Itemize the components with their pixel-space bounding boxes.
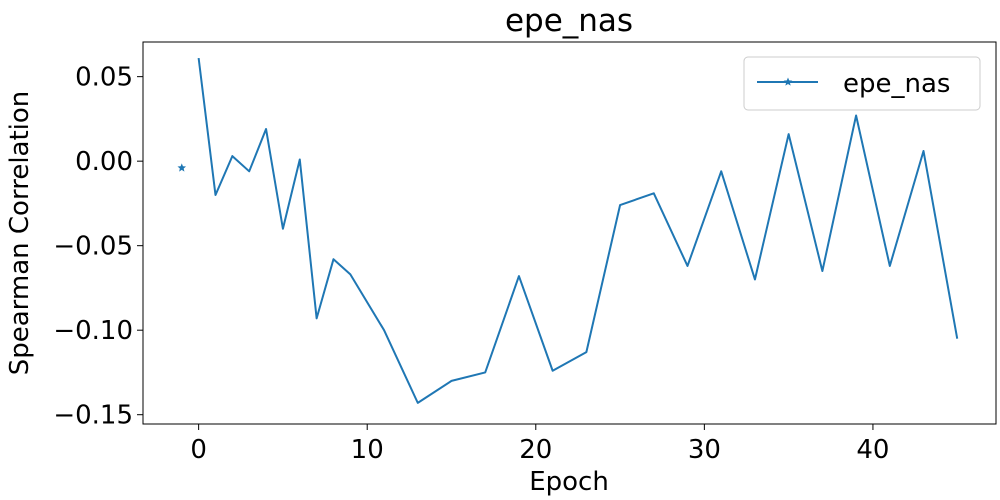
y-axis-label: Spearman Correlation (5, 91, 35, 376)
legend: epe_nas (743, 56, 981, 111)
legend-label: epe_nas (843, 69, 950, 99)
star-marker (177, 163, 187, 172)
x-tick-label: 0 (190, 435, 207, 465)
series-line (197, 57, 959, 404)
y-tick-label: 0.05 (75, 63, 133, 93)
y-tick-label: −0.15 (53, 401, 133, 431)
chart-title: epe_nas (505, 3, 633, 39)
legend-box (743, 56, 981, 111)
x-axis-label: Epoch (529, 467, 609, 497)
plot-area (177, 57, 959, 404)
legend-star-marker (783, 77, 793, 86)
y-tick-label: −0.05 (53, 232, 133, 262)
y-tick-label: −0.10 (53, 316, 133, 346)
plot-frame (142, 41, 997, 425)
axis-ticks: 0 10 20 30 40 0.05 0.00 −0.05 −0.10 −0.15 (53, 63, 889, 465)
x-tick-label: 40 (856, 435, 889, 465)
x-tick-label: 10 (351, 435, 384, 465)
y-tick-label: 0.00 (75, 147, 133, 177)
x-tick-label: 30 (688, 435, 721, 465)
x-tick-label: 20 (519, 435, 552, 465)
